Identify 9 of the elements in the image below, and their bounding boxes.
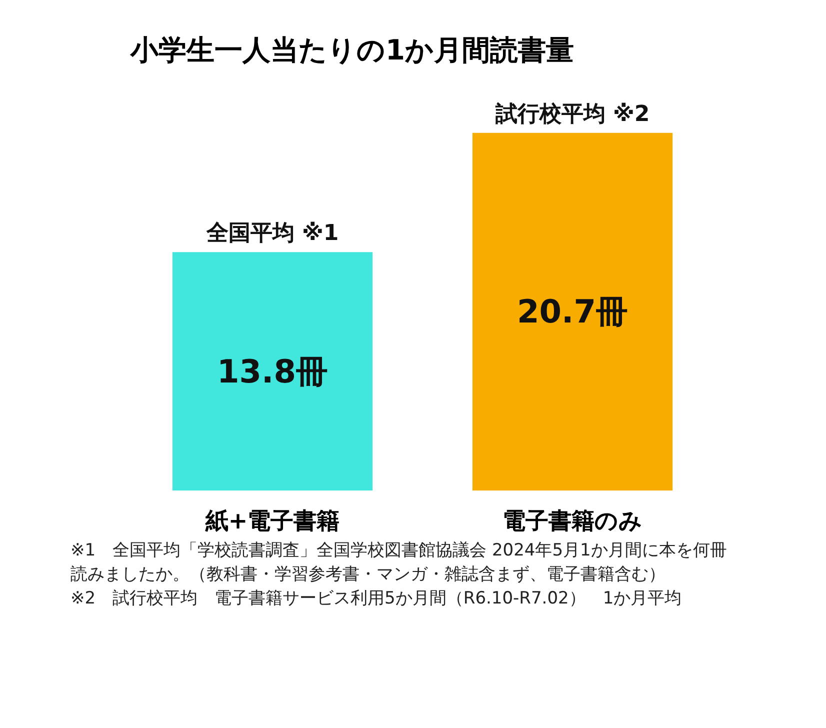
text: ※2 試行校平均 電子書籍サービス利用5か月間（R6.10-R7.02） 1か月平均 — [70, 588, 682, 608]
chart-title: 小学生一人当たりの1か月間読書量 — [130, 34, 574, 66]
annotation: 全国平均 ※1 — [205, 221, 339, 246]
x-tick-label: 電子書籍のみ — [502, 508, 642, 534]
data-label: 13.8冊 — [217, 352, 328, 390]
text: ※1 全国平均「学校読書調査」全国学校図書館協議会 2024年5月1か月間に本を何冊読みましたか。（教科書・学習参考書・マンガ・雑誌含まず、電子書籍含む） — [70, 540, 727, 584]
annotation: 試行校平均 ※2 — [494, 102, 650, 127]
data-label: 20.7冊 — [517, 292, 628, 331]
x-tick-label: 紙+電子書籍 — [204, 508, 340, 534]
